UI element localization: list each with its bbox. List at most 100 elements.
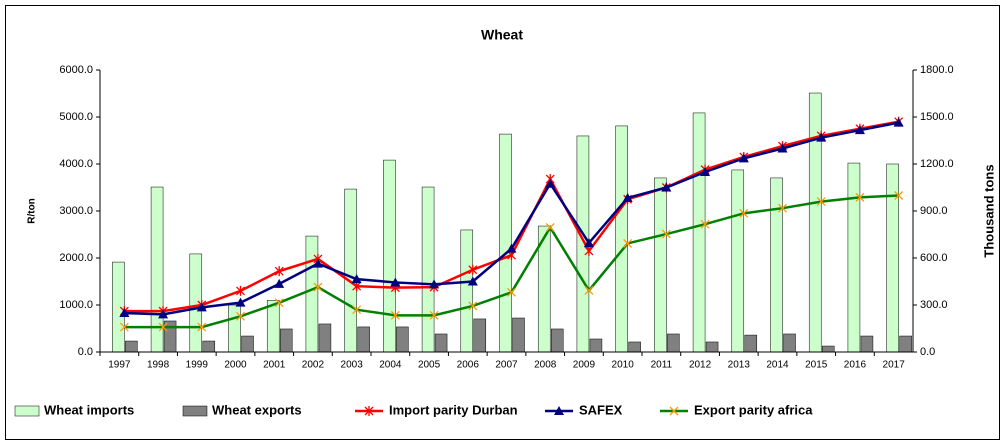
y-tick-label: 4000.0: [59, 158, 93, 170]
bar: [305, 235, 319, 353]
x-tick-label: 2013: [728, 360, 751, 371]
marker: [777, 143, 788, 153]
bar: [705, 341, 719, 353]
marker: [506, 243, 517, 253]
y2-tick-label: 0.0: [920, 346, 935, 358]
x-tick-label: 2005: [418, 360, 441, 371]
marker: [894, 191, 904, 200]
legend-label: Export parity africa: [694, 402, 813, 417]
marker: [390, 277, 401, 287]
bar: [654, 177, 667, 353]
bar: [783, 333, 796, 353]
x-tick-label: 2015: [805, 360, 828, 371]
marker: [738, 153, 749, 163]
marker: [274, 298, 284, 308]
marker: [584, 245, 594, 256]
bar: [615, 125, 628, 353]
bar: [112, 261, 125, 353]
marker: [661, 229, 671, 239]
marker: [816, 132, 827, 142]
marker: [236, 285, 245, 296]
bar: [550, 328, 564, 353]
y2-tick-label: 1500.0: [920, 111, 954, 123]
x-tick-label: 2000: [224, 360, 247, 371]
bar: [886, 163, 899, 353]
marker: [158, 309, 169, 319]
x-tick-label: 2003: [341, 360, 364, 371]
bar: [473, 318, 487, 353]
y2-axis-label: Thousand tons: [981, 164, 996, 257]
y-axis-label: R/ton: [27, 198, 38, 224]
legend-swatch: [14, 405, 40, 417]
marker: [119, 322, 129, 332]
legend-label: Wheat imports: [44, 402, 134, 417]
bar: [499, 133, 512, 353]
marker: [236, 311, 245, 321]
marker: [467, 276, 478, 286]
marker: [274, 266, 284, 277]
x-tick-label: 2007: [495, 360, 518, 371]
bar: [460, 229, 474, 353]
marker: [390, 310, 400, 320]
y-tick-label: 6000.0: [59, 64, 93, 76]
bar: [241, 335, 254, 353]
bar: [318, 323, 332, 353]
bar: [899, 335, 912, 353]
bar: [512, 317, 525, 353]
x-tick-label: 2012: [689, 360, 712, 371]
legend-label: Import parity Durban: [389, 402, 518, 417]
bar: [628, 341, 641, 353]
marker: [623, 238, 633, 248]
y-tick-label: 1000.0: [59, 299, 93, 311]
y2-tick-label: 900.0: [920, 205, 948, 217]
bar: [228, 304, 241, 353]
marker: [893, 117, 904, 127]
bar: [770, 177, 783, 353]
marker: [622, 192, 633, 202]
bar: [396, 326, 409, 353]
bar: [744, 334, 758, 353]
marker: [313, 282, 323, 292]
x-tick-label: 2002: [302, 360, 325, 371]
bar: [731, 169, 745, 353]
marker: [468, 301, 478, 311]
x-tick-label: 2009: [573, 360, 596, 371]
y2-tick-label: 300.0: [920, 299, 948, 311]
x-tick-label: 2001: [263, 360, 286, 371]
marker: [854, 125, 865, 135]
marker: [468, 264, 478, 275]
legend-marker: [554, 406, 564, 415]
marker: [545, 178, 556, 188]
x-tick-label: 1999: [186, 360, 209, 371]
x-tick-label: 2011: [651, 360, 673, 371]
bar: [808, 92, 822, 353]
x-tick-label: 2016: [844, 360, 867, 371]
legend-label: Wheat exports: [212, 402, 302, 417]
x-tick-label: 2017: [883, 360, 906, 371]
bar: [266, 300, 280, 353]
marker: [661, 182, 672, 192]
bar: [344, 188, 357, 353]
bar: [692, 112, 706, 353]
legend-marker: [669, 406, 679, 416]
marker: [351, 274, 362, 284]
marker: [816, 197, 826, 207]
marker: [700, 166, 711, 176]
x-tick-label: 1997: [108, 360, 131, 371]
legend-label: SAFEX: [579, 402, 623, 417]
y2-tick-label: 1200.0: [920, 158, 954, 170]
y-tick-label: 5000.0: [59, 111, 93, 123]
marker: [429, 310, 439, 320]
bar: [357, 326, 370, 353]
x-tick-label: 1998: [147, 360, 170, 371]
marker: [855, 192, 865, 202]
y2-tick-label: 600.0: [920, 252, 948, 264]
marker: [196, 302, 207, 312]
bar: [279, 328, 293, 353]
bar: [421, 186, 435, 353]
marker: [507, 287, 516, 297]
x-tick-label: 2006: [457, 360, 480, 371]
marker: [312, 258, 323, 268]
x-tick-label: 2010: [612, 360, 635, 371]
